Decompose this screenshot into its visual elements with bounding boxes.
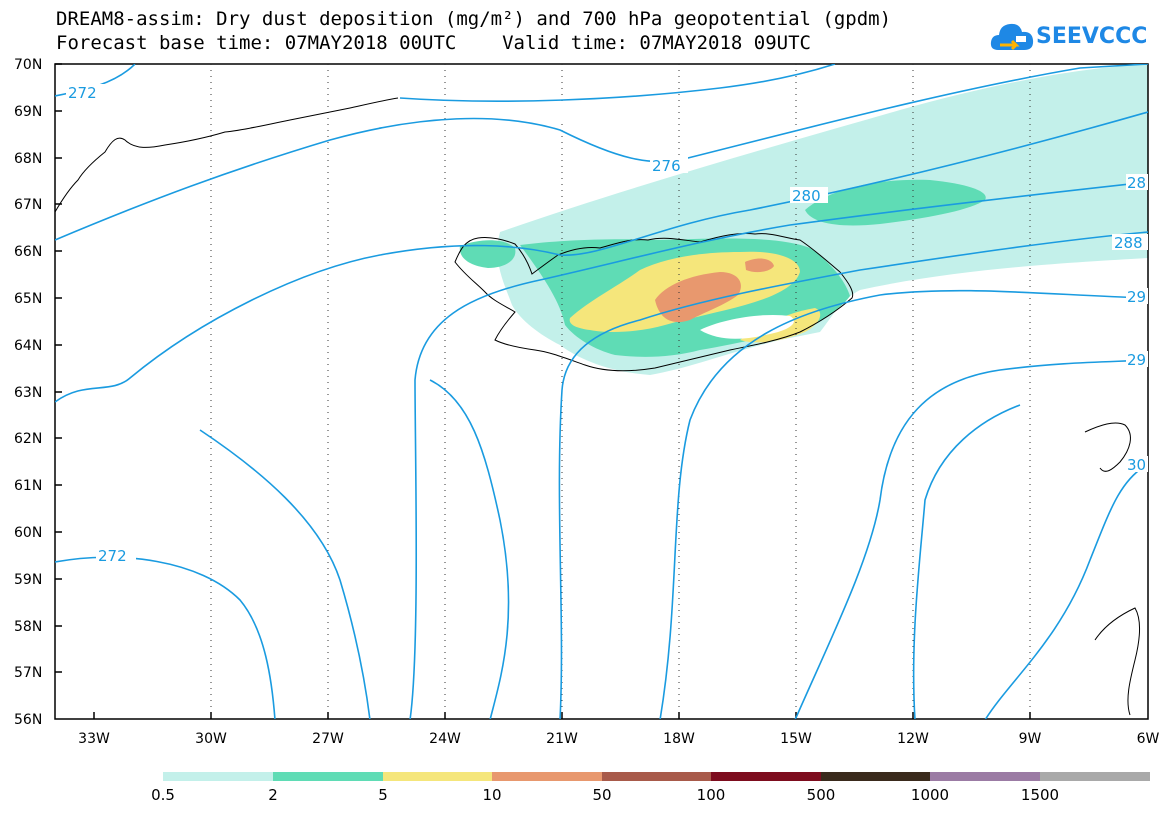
legend-label: 2 [268,786,278,804]
lat-label: 61N [14,478,42,494]
lat-label: 58N [14,619,42,635]
logo-text: SEEVCCC [1036,24,1148,49]
lon-label: 18W [663,731,695,747]
dust-area-2-west [459,240,516,268]
dust-deposition-field [459,64,1148,375]
contour-288 [558,231,1148,719]
norway-coast [1094,607,1140,716]
contour-272 [399,64,836,102]
legend-label: 1500 [1020,786,1060,804]
contour-label-276: 276 [652,157,681,175]
legend-label: 10 [482,786,502,804]
lat-label: 63N [14,385,42,401]
lon-label: 6W [1137,731,1160,747]
longitude-labels: 33W 30W 27W 24W 21W 18W 15W 12W 9W 6W [78,731,1159,747]
lat-label: 59N [14,572,42,588]
latitude-labels: 70N 69N 68N 67N 66N 65N 64N 63N 62N 61N … [14,57,42,728]
legend-label: 5 [378,786,388,804]
lon-label: 21W [546,731,578,747]
contour-276 [55,64,1148,241]
contour-label-296: 29 [1127,351,1146,369]
legend-swatch [602,772,711,781]
cloud-icon [990,23,1034,51]
contour-284 [409,181,1148,719]
contour-label-300: 30 [1127,456,1146,474]
legend-swatch [930,772,1040,781]
lat-label: 62N [14,431,42,447]
legend-label: 500 [806,786,836,804]
contour-label-284: 28 [1127,174,1146,192]
lat-label: 66N [14,244,42,260]
legend-swatch [273,772,383,781]
lat-label: 68N [14,151,42,167]
dust-area-white-gap [700,314,794,339]
legend-swatch [821,772,930,781]
title-line-1: DREAM8-assim: Dry dust deposition (mg/m²… [56,8,892,30]
contour-300 [984,463,1148,719]
title-line-2: Forecast base time: 07MAY2018 00UTC Vali… [56,32,811,54]
legend-label: 50 [592,786,612,804]
faroe-coast [1084,422,1131,472]
contour-280 [55,111,1148,403]
contour-pass-1 [912,404,1021,719]
legend-swatch [492,772,602,781]
lat-label: 70N [14,57,42,73]
geopotential-contours [55,64,1148,719]
contour-pass-3 [429,379,510,719]
lat-label: 65N [14,291,42,307]
legend-swatch [711,772,821,781]
lat-label: 57N [14,665,42,681]
lat-label: 67N [14,197,42,213]
lat-label: 69N [14,104,42,120]
greenland-coast [54,97,399,213]
legend-label: 1000 [910,786,950,804]
lat-label: 64N [14,338,42,354]
lon-label: 24W [429,731,461,747]
contour-label-288: 288 [1114,234,1143,252]
contour-label-272-sw: 272 [98,547,127,565]
lon-label: 9W [1019,731,1042,747]
contour-label-272-top: 272 [68,84,97,102]
legend-swatch [383,772,492,781]
lon-label: 15W [780,731,812,747]
legend-colorbar [163,772,1150,781]
lon-label: 33W [78,731,110,747]
contour-label-280: 280 [792,187,821,205]
contour-292 [659,289,1148,719]
legend-label: 100 [696,786,726,804]
contour-296 [794,359,1148,719]
dust-area-10-east [745,258,774,273]
lon-label: 30W [195,731,227,747]
legend-label: 0.5 [151,786,175,804]
lon-label: 27W [312,731,344,747]
contour-pass-2 [199,429,371,719]
legend-swatch [163,772,273,781]
lat-label: 56N [14,712,42,728]
contour-label-292: 29 [1127,288,1146,306]
legend-swatch [1040,772,1150,781]
dust-area-2-northeast [805,179,986,226]
lon-label: 12W [897,731,929,747]
contour-272-sw [55,556,276,719]
seevccc-logo: SEEVCCC [990,20,1150,56]
contour-labels: 272 276 280 28 288 29 29 30 272 [66,84,1148,565]
lat-label: 60N [14,525,42,541]
